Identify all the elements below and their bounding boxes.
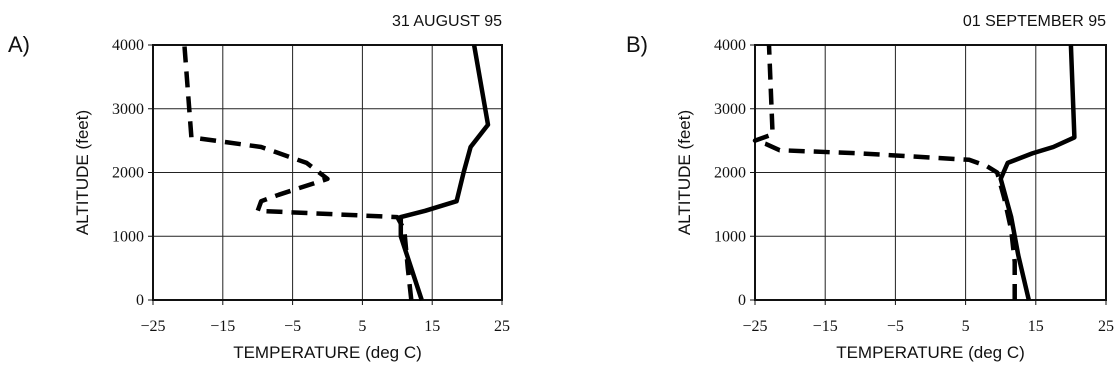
chart-b-x-tick-label: −5 [887,318,904,335]
chart-a-x-tick-label: 25 [494,318,510,335]
chart-a-y-tick-label: 2000 [112,165,144,182]
chart-a-x-axis-label: TEMPERATURE (deg C) [233,343,422,362]
chart-a-series-dashed-line [182,44,414,301]
chart-panel-a: −25 −15 −5 5 15 25 0 1000 2000 3000 4000 A) 31 AUGUS… [8,13,510,362]
chart-b-y-tick-label: 2000 [714,165,746,182]
chart-b-y-tick-label: 0 [738,292,746,309]
chart-b-x-tick-label: 5 [962,318,970,335]
chart-b-y-tick-label: 1000 [714,228,746,245]
chart-b-x-axis-label: TEMPERATURE (deg C) [836,343,1025,362]
chart-b-x-tick-label: −15 [813,318,838,335]
chart-a-x-tick-label: −25 [140,318,165,335]
chart-b-panel-letter: B) [626,32,648,57]
chart-a-title: 31 AUGUST 95 [392,13,502,30]
chart-a-series-solid-line [398,44,491,301]
chart-a-x-tick-label: 5 [358,318,366,335]
chart-a-y-tick-label: 3000 [112,101,144,118]
chart-a-y-axis-label: ALTITUDE (feet) [73,110,92,235]
chart-b-y-axis-label: ALTITUDE (feet) [675,110,694,235]
chart-a-panel-letter: A) [8,32,30,57]
chart-a-y-tick-label: 4000 [112,37,144,54]
chart-b-x-tick-label: 25 [1098,318,1114,335]
chart-b-title: 01 SEPTEMBER 95 [963,13,1106,30]
chart-a-x-tick-label: 15 [424,318,440,335]
chart-b-x-tick-label: −25 [742,318,767,335]
chart-a-y-tick-label: 1000 [112,228,144,245]
chart-b-y-tick-label: 3000 [714,101,746,118]
chart-a-svg: −25 −15 −5 5 15 25 0 1000 2000 3000 4000 A) 31 AUGUS… [8,13,510,362]
chart-a-x-tick-label: −15 [210,318,235,335]
chart-b-y-tick-label: 4000 [714,37,746,54]
chart-b-svg: −25 −15 −5 5 15 25 0 1000 2000 3000 4000 B) 01 SEPTE… [626,13,1114,362]
chart-b-series-dashed-line [752,44,1017,300]
chart-a-x-tick-label: −5 [284,318,301,335]
chart-b-series-solid-line [998,44,1077,301]
chart-a-y-tick-label: 0 [136,292,144,309]
chart-b-x-tick-label: 15 [1028,318,1044,335]
chart-panel-b: −25 −15 −5 5 15 25 0 1000 2000 3000 4000 B) 01 SEPTE… [560,0,1119,378]
